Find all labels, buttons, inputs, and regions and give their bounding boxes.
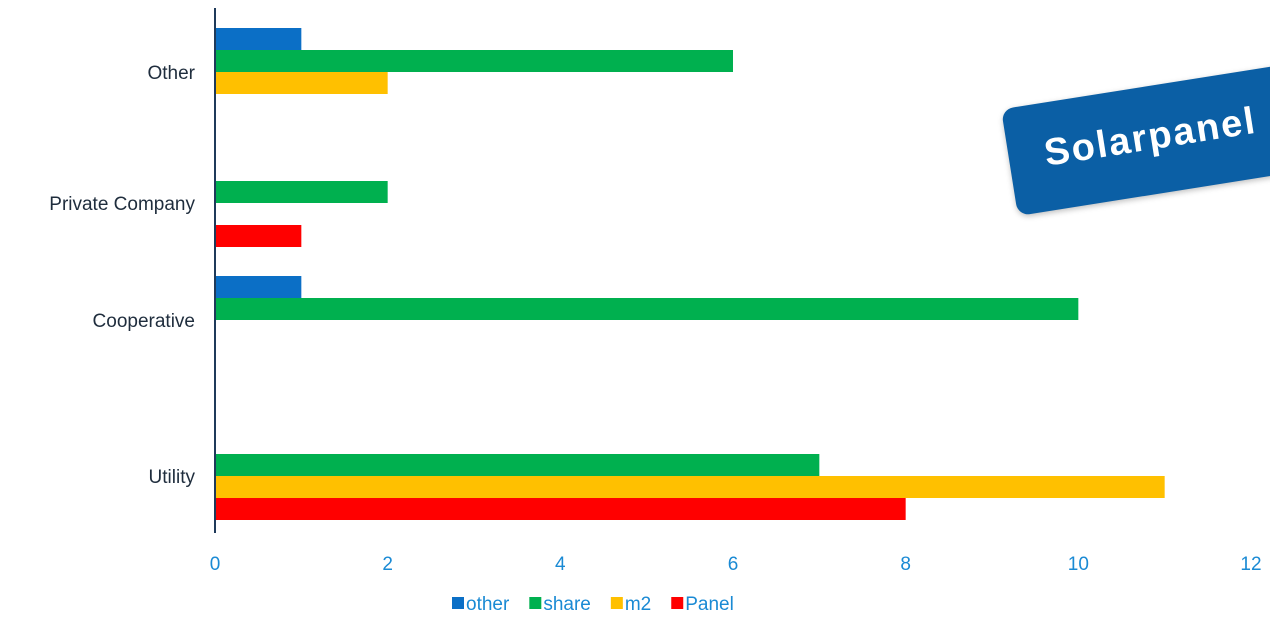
legend-swatch-panel xyxy=(671,597,684,609)
legend-swatch-m2 xyxy=(610,597,623,609)
x-tick-labels: 0 2 4 6 8 10 12 xyxy=(210,554,1262,575)
category-labels: Other Private Company Cooperative Utility xyxy=(49,63,195,488)
bar-m2-utility xyxy=(215,476,1165,498)
x-tick-label: 10 xyxy=(1068,554,1089,575)
category-label-private-company: Private Company xyxy=(49,194,195,215)
bars-group xyxy=(215,28,1165,520)
x-tick-label: 12 xyxy=(1240,554,1261,575)
legend-label-other: other xyxy=(466,594,510,615)
bar-m2-other xyxy=(215,72,388,94)
badge-text: Solarpanel xyxy=(1041,99,1260,175)
legend: other share m2 Panel xyxy=(452,594,734,615)
bar-panel-private-company xyxy=(215,225,302,247)
legend-label-m2: m2 xyxy=(625,594,651,615)
legend-label-panel: Panel xyxy=(685,594,734,615)
x-tick-label: 4 xyxy=(555,554,566,575)
bar-other-cooperative xyxy=(215,276,302,298)
x-tick-label: 8 xyxy=(900,554,911,575)
bar-share-private-company xyxy=(215,181,388,203)
bar-panel-utility xyxy=(215,498,906,520)
legend-swatch-other xyxy=(452,597,464,609)
x-tick-label: 2 xyxy=(382,554,393,575)
bar-share-utility xyxy=(215,454,820,476)
legend-swatch-share xyxy=(529,597,542,609)
bar-share-cooperative xyxy=(215,298,1079,320)
x-tick-label: 6 xyxy=(728,554,739,575)
legend-label-share: share xyxy=(543,594,591,615)
bar-other-other xyxy=(215,28,302,50)
x-tick-label: 0 xyxy=(210,554,221,575)
category-label-cooperative: Cooperative xyxy=(93,311,195,332)
bar-share-other xyxy=(215,50,733,72)
category-label-other: Other xyxy=(147,63,195,84)
category-label-utility: Utility xyxy=(149,467,196,488)
